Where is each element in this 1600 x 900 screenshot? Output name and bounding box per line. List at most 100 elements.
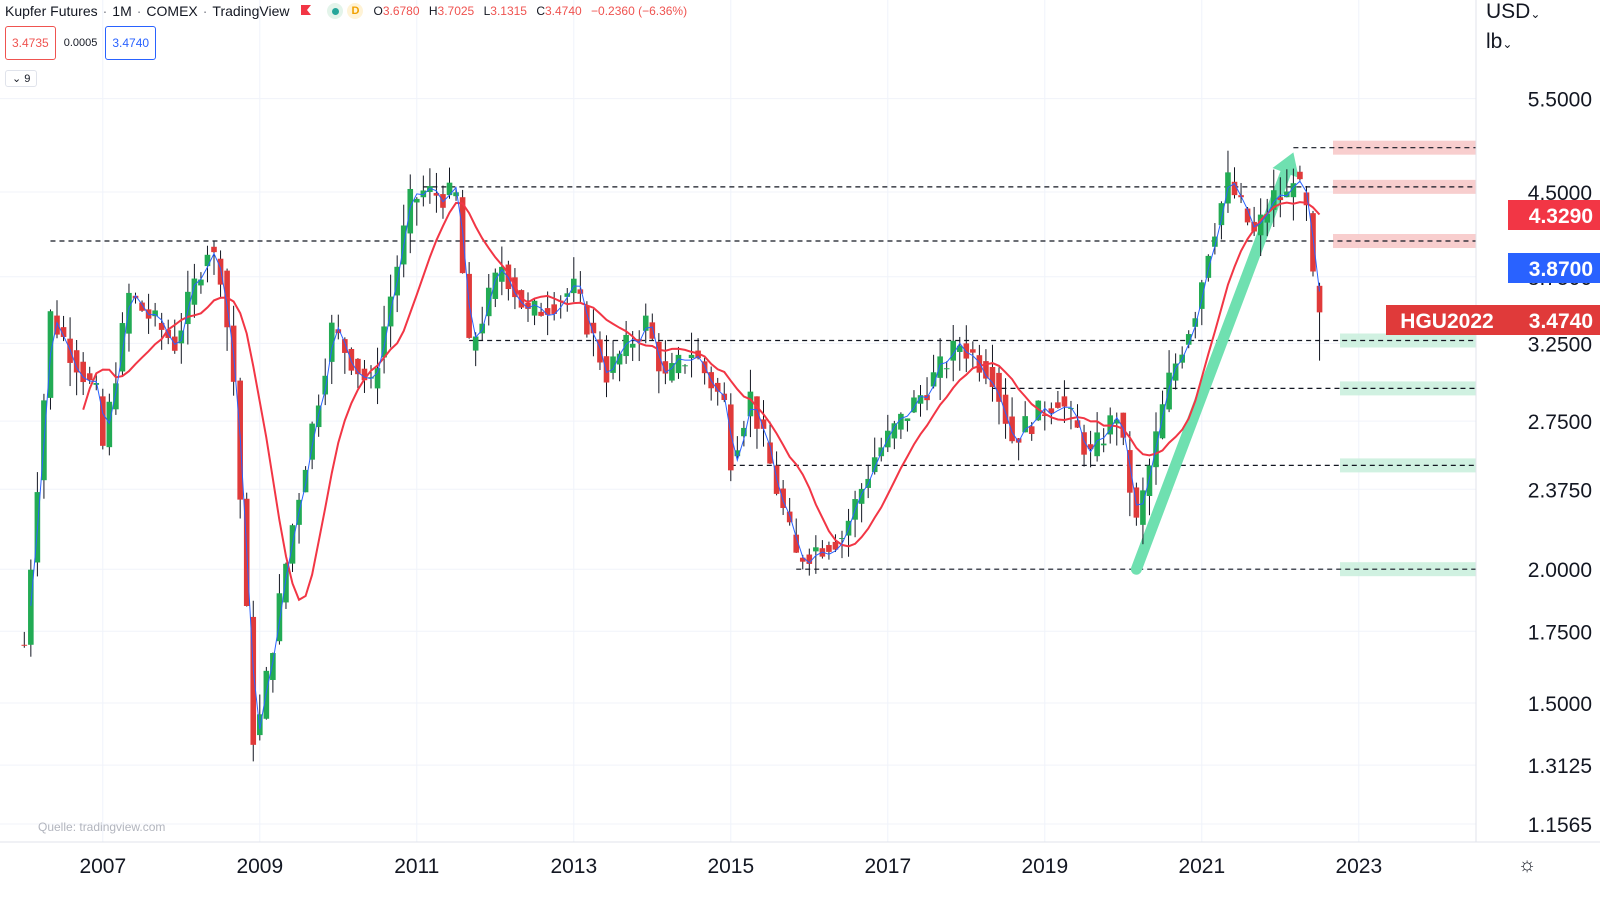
source-watermark: Quelle: tradingview.com bbox=[38, 820, 166, 834]
candle-body bbox=[531, 300, 538, 316]
separator: · bbox=[136, 3, 142, 19]
candle-body bbox=[1068, 407, 1074, 409]
candle-body bbox=[1218, 203, 1225, 226]
candle-body bbox=[113, 383, 119, 410]
candle-body bbox=[472, 336, 479, 351]
candle-body bbox=[937, 356, 943, 378]
green-dot-icon bbox=[327, 3, 344, 19]
interval-label[interactable]: 1M bbox=[112, 3, 132, 19]
candle-body bbox=[780, 488, 786, 508]
symbol-name[interactable]: Kupfer Futures bbox=[5, 3, 98, 19]
market-status[interactable]: D bbox=[327, 3, 364, 19]
candle-body bbox=[832, 541, 839, 550]
candle-body bbox=[414, 198, 420, 203]
candle-body bbox=[348, 348, 355, 371]
candle-body bbox=[1140, 490, 1146, 525]
candle-body bbox=[198, 279, 204, 286]
candle-body bbox=[610, 356, 616, 373]
candle-body bbox=[1035, 400, 1042, 421]
candle-body bbox=[1172, 363, 1179, 381]
candle-body bbox=[858, 488, 865, 504]
candle-body bbox=[1120, 412, 1127, 438]
candle-body bbox=[1284, 191, 1290, 198]
candle-body bbox=[100, 396, 106, 446]
candle-body bbox=[564, 293, 571, 297]
candle-body bbox=[453, 192, 459, 197]
candle-body bbox=[1205, 255, 1212, 278]
blue-line-price-label-bg bbox=[1508, 253, 1600, 283]
candle-body bbox=[361, 368, 368, 381]
price-axis[interactable]: 5.50004.50003.75003.25002.75002.37502.00… bbox=[1475, 0, 1600, 842]
candle-body bbox=[911, 397, 917, 413]
candle-body bbox=[499, 266, 505, 282]
candle-body bbox=[1061, 396, 1068, 407]
candle-body bbox=[741, 427, 747, 437]
candle-body bbox=[106, 401, 113, 448]
candle-body bbox=[597, 339, 603, 363]
candle-body bbox=[590, 322, 597, 334]
last-price-label: 3.4740 bbox=[1529, 310, 1593, 333]
flag-icon[interactable] bbox=[299, 4, 313, 18]
candle-body bbox=[538, 311, 544, 316]
candle-body bbox=[760, 419, 767, 429]
price-tick-label: 1.3125 bbox=[1528, 755, 1592, 778]
candle-body bbox=[1113, 419, 1120, 424]
trend-arrow bbox=[1130, 152, 1299, 575]
candle-body bbox=[132, 295, 139, 299]
candle-body bbox=[73, 350, 80, 373]
candle-body bbox=[1290, 183, 1297, 198]
candle-body bbox=[786, 511, 793, 523]
candle-body bbox=[669, 363, 675, 381]
candle-body bbox=[1244, 208, 1251, 223]
candle-body bbox=[983, 361, 989, 379]
candle-body bbox=[963, 343, 970, 359]
candle-body bbox=[891, 423, 898, 439]
candle-body bbox=[433, 193, 440, 196]
time-tick-label: 2021 bbox=[1178, 855, 1225, 878]
candle-body bbox=[21, 644, 28, 646]
candle-body bbox=[1048, 408, 1055, 414]
candle-body bbox=[28, 569, 34, 645]
change-value: −0.2360 (−6.36%) bbox=[591, 4, 688, 18]
candle-body bbox=[322, 375, 329, 395]
candle-body bbox=[577, 289, 584, 294]
time-axis[interactable]: 2007 2009 2011 2013 2015 2017 2019 2021 2023 bbox=[0, 841, 1600, 878]
ohlc-values: O3.6780 H3.7025 L3.1315 C3.4740 −0.2360 … bbox=[373, 4, 688, 18]
candle-body bbox=[1094, 432, 1100, 457]
candle-body bbox=[1127, 450, 1133, 493]
low-value: 3.1315 bbox=[490, 4, 527, 18]
candle-body bbox=[270, 653, 276, 680]
gear-icon[interactable]: ☼ bbox=[1517, 853, 1537, 876]
candle-body bbox=[93, 383, 100, 385]
symbol-tag-bg bbox=[1386, 305, 1508, 335]
chevron-down-icon: ⌄ bbox=[12, 73, 22, 85]
symbol-tag: HGU2022 bbox=[1400, 310, 1493, 333]
price-tick-label: 2.7500 bbox=[1528, 411, 1592, 434]
candle-body bbox=[1264, 213, 1271, 223]
candle-body bbox=[185, 291, 191, 325]
candle-body bbox=[1081, 432, 1087, 455]
unit-selector[interactable]: lb⌄ bbox=[1486, 30, 1513, 53]
candle-body bbox=[898, 413, 904, 430]
candle-body bbox=[86, 373, 93, 381]
candle-body bbox=[1028, 426, 1035, 434]
buy-button[interactable]: 3.4740 bbox=[105, 26, 157, 60]
candle-body bbox=[1100, 443, 1107, 446]
candle-body bbox=[1212, 236, 1218, 247]
candle-body bbox=[682, 365, 688, 367]
buy-sell-panel: 3.4735 0.0005 3.4740 bbox=[5, 26, 157, 60]
moving-average-lines bbox=[30, 180, 1321, 730]
moving-average-line bbox=[82, 201, 1321, 602]
horizontal-levels bbox=[50, 147, 1510, 570]
indicators-toggle[interactable]: ⌄ 9 bbox=[5, 70, 38, 87]
candle-body bbox=[1022, 416, 1028, 433]
candle-body bbox=[688, 354, 695, 359]
candle-body bbox=[603, 356, 610, 383]
last-price-label-bg bbox=[1508, 305, 1600, 335]
currency-selector[interactable]: USD⌄ bbox=[1486, 0, 1541, 23]
candle-body bbox=[767, 442, 773, 464]
sell-button[interactable]: 3.4735 bbox=[5, 26, 56, 60]
candle-body bbox=[407, 188, 414, 234]
candle-body bbox=[204, 254, 211, 267]
